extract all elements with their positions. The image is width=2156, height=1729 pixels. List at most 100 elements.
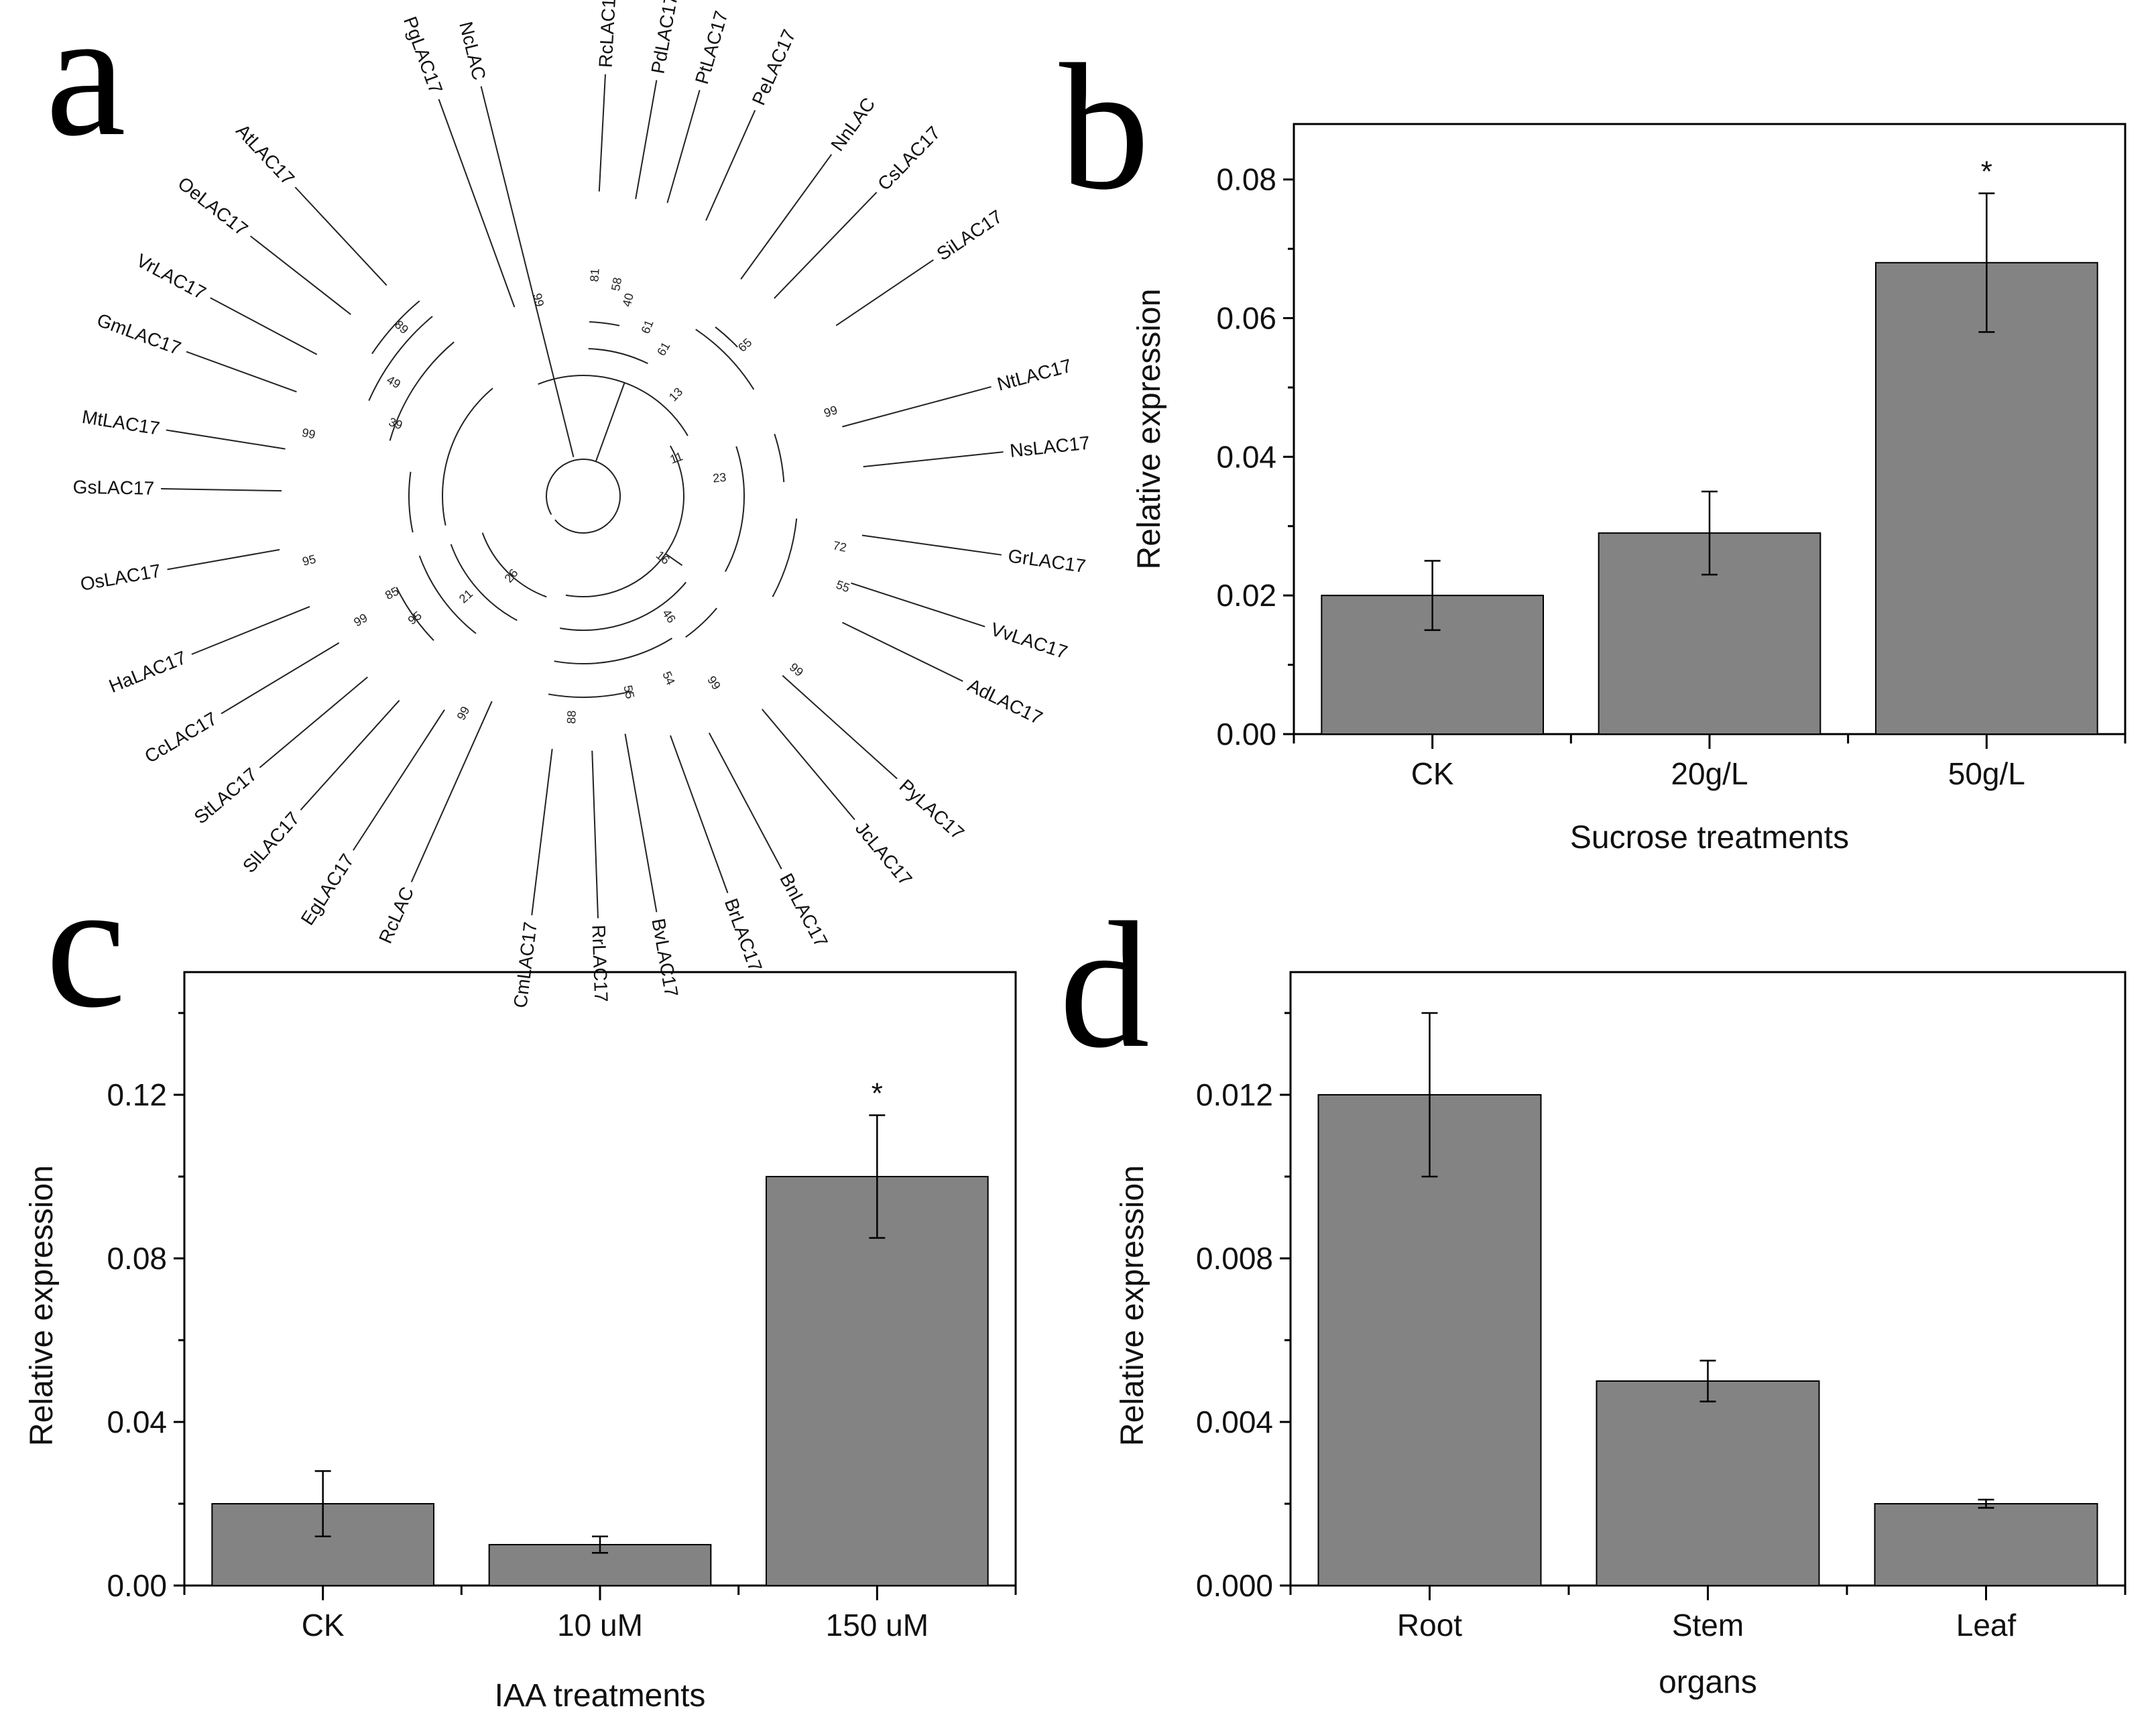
bootstrap-value: 61 bbox=[639, 318, 656, 335]
tree-internal-arc bbox=[396, 587, 434, 642]
tree-internal-arc bbox=[565, 445, 684, 597]
tree-leaf-branch bbox=[410, 701, 493, 882]
tree-internal-arc bbox=[554, 638, 673, 664]
phylogenetic-tree: PgLAC17 NcLAC RcLAC17 PdLAC17 PtLAC17 PeLAC17… bbox=[72, 0, 1091, 1009]
x-axis-title: organs bbox=[1659, 1665, 1757, 1700]
y-tick-label: 0.008 bbox=[1196, 1241, 1273, 1276]
y-tick-label: 0.08 bbox=[1216, 162, 1276, 197]
tree-leaf-branch bbox=[842, 621, 963, 682]
x-tick-label: Leaf bbox=[1956, 1608, 2017, 1643]
y-tick-label: 0.00 bbox=[107, 1568, 167, 1603]
tree-leaf-branch bbox=[191, 605, 310, 655]
tree-internal-arc bbox=[588, 348, 648, 365]
bootstrap-value: 72 bbox=[832, 538, 848, 554]
tree-leaf-label: CcLAC17 bbox=[141, 708, 221, 767]
x-axis-title: Sucrose treatments bbox=[1570, 820, 1849, 855]
bootstrap-value: 40 bbox=[620, 292, 636, 308]
y-tick-label: 0.012 bbox=[1196, 1077, 1273, 1112]
significance-marker: * bbox=[872, 1077, 883, 1110]
tree-internal-branch bbox=[665, 553, 683, 567]
bootstrap-value: 21 bbox=[457, 587, 475, 605]
tree-internal-arc bbox=[408, 471, 414, 533]
tree-leaf-label: RcLAC bbox=[375, 884, 418, 947]
tree-leaf-branch bbox=[161, 488, 282, 492]
tree-leaf-branch bbox=[861, 534, 1002, 556]
bootstrap-value: 39 bbox=[387, 415, 404, 432]
tree-leaf-branch bbox=[186, 351, 297, 393]
tree-root-arc bbox=[546, 459, 621, 534]
tree-leaf-label: JcLAC17 bbox=[851, 818, 916, 890]
chart-organs: 0.000 0.004 0.008 0.012 Root Stem Leaf organs Re… bbox=[1115, 971, 2127, 1700]
bootstrap-value: 55 bbox=[621, 684, 637, 700]
x-tick-label: Stem bbox=[1672, 1608, 1744, 1643]
bootstrap-value: 99 bbox=[530, 292, 546, 308]
tree-leaf-label: RcLAC17 bbox=[595, 0, 620, 68]
tree-leaf-branch bbox=[774, 192, 878, 299]
tree-leaf-label: VvLAC17 bbox=[988, 619, 1070, 663]
tree-internal-arc bbox=[774, 433, 785, 483]
tree-leaf-label: OeLAC17 bbox=[174, 173, 252, 240]
panel-label-b: b bbox=[1059, 27, 1150, 227]
y-tick-label: 0.12 bbox=[107, 1077, 167, 1112]
tree-leaf-label: CsLAC17 bbox=[874, 122, 945, 194]
x-tick-label: 20g/L bbox=[1671, 756, 1748, 791]
bootstrap-value: 89 bbox=[392, 318, 411, 337]
bootstrap-value: 11 bbox=[668, 449, 684, 466]
tree-leaf-branch bbox=[761, 709, 855, 821]
bar-150-um bbox=[766, 1176, 989, 1586]
bootstrap-value: 85 bbox=[383, 584, 401, 602]
y-tick-label: 0.00 bbox=[1216, 717, 1276, 752]
tree-internal-branch bbox=[595, 382, 625, 462]
tree-leaf-label: OsLAC17 bbox=[78, 560, 162, 595]
bootstrap-value: 13 bbox=[666, 385, 685, 404]
panel-label-d: d bbox=[1059, 885, 1150, 1085]
tree-leaf-branch bbox=[842, 385, 992, 428]
tree-internal-arc bbox=[389, 341, 455, 441]
bootstrap-value: 99 bbox=[705, 674, 723, 693]
bootstrap-value: 16 bbox=[654, 548, 672, 567]
tree-leaf-label: StLAC17 bbox=[190, 764, 261, 828]
tree-leaf-branch bbox=[221, 642, 340, 715]
bar-leaf bbox=[1874, 1503, 2098, 1586]
tree-leaf-branch bbox=[635, 80, 658, 200]
tree-leaf-label: PtLAC17 bbox=[691, 9, 732, 86]
bootstrap-value: 58 bbox=[609, 276, 624, 292]
tree-leaf-branch bbox=[666, 90, 701, 203]
tree-internal-arc bbox=[589, 321, 620, 326]
y-tick-label: 0.08 bbox=[107, 1241, 167, 1276]
bootstrap-value: 46 bbox=[660, 607, 678, 625]
tree-internal-arc bbox=[548, 691, 632, 698]
tree-leaf-branch bbox=[705, 110, 756, 221]
y-tick-label: 0.04 bbox=[1216, 439, 1276, 474]
bootstrap-value: 54 bbox=[660, 669, 677, 687]
tree-internal-arc bbox=[560, 581, 686, 632]
tree-leaf-label: MtLAC17 bbox=[80, 406, 161, 439]
tree-internal-arc bbox=[685, 607, 717, 638]
tree-leaf-branch bbox=[782, 674, 898, 780]
tree-leaf-branch bbox=[438, 99, 516, 308]
tree-internal-arc bbox=[371, 300, 420, 355]
bootstrap-value: 95 bbox=[301, 552, 317, 569]
tree-leaf-branch bbox=[249, 235, 351, 315]
bootstrap-value: 55 bbox=[834, 578, 851, 595]
bootstrap-value: 99 bbox=[454, 704, 472, 722]
bootstrap-value: 23 bbox=[712, 471, 727, 485]
tree-leaf-label: NnLAC bbox=[827, 94, 879, 155]
tree-internal-arc bbox=[450, 544, 518, 621]
bootstrap-value: 88 bbox=[564, 710, 579, 724]
tree-internal-arc bbox=[725, 446, 745, 573]
tree-leaf-label: GrLAC17 bbox=[1007, 545, 1087, 577]
tree-leaf-branch bbox=[708, 732, 782, 870]
bootstrap-value: 81 bbox=[587, 268, 601, 282]
bootstrap-value: 65 bbox=[735, 336, 754, 355]
tree-leaf-label: AtLAC17 bbox=[232, 120, 298, 189]
significance-marker: * bbox=[1981, 155, 1992, 188]
y-tick-label: 0.06 bbox=[1216, 301, 1276, 336]
tree-internal-arc bbox=[442, 387, 493, 526]
tree-internal-arc bbox=[538, 375, 688, 436]
bootstrap-value: 49 bbox=[385, 373, 403, 391]
tree-leaf-branch bbox=[259, 676, 368, 768]
tree-leaf-label: PeLAC17 bbox=[748, 26, 800, 108]
x-tick-label: Root bbox=[1397, 1608, 1462, 1643]
y-axis-title: Relative expression bbox=[24, 1165, 60, 1446]
